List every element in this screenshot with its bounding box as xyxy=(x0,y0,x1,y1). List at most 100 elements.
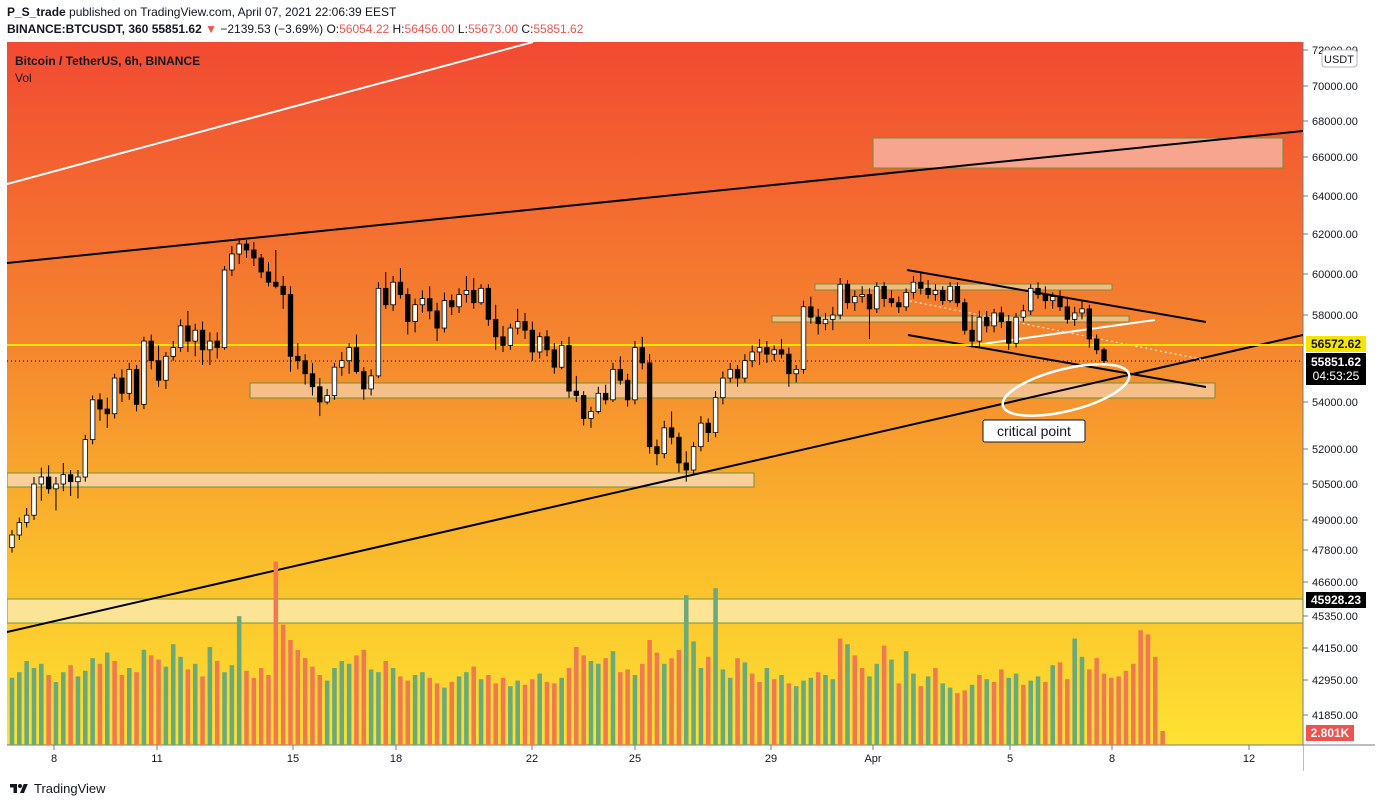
volume-bar xyxy=(566,668,572,745)
candle-body xyxy=(844,283,851,304)
candle-body xyxy=(265,271,272,283)
volume-bar xyxy=(178,656,183,745)
candle xyxy=(1013,312,1019,348)
candle xyxy=(815,308,821,335)
pane-symbol-title[interactable]: Bitcoin / TetherUS, 6h, BINANCE xyxy=(15,54,201,68)
volume-bar xyxy=(112,661,117,745)
volume-bar xyxy=(134,672,139,745)
volume-bar xyxy=(955,693,960,745)
candle xyxy=(522,312,528,339)
candle-body xyxy=(896,302,902,308)
channel-line-top xyxy=(906,269,1207,323)
candle xyxy=(551,343,558,374)
candle-body xyxy=(734,368,741,379)
candle-body xyxy=(31,483,37,516)
brand-name[interactable]: TradingView xyxy=(34,781,106,796)
volume-bar xyxy=(669,658,674,745)
candle xyxy=(1042,286,1049,309)
volume-bar xyxy=(486,675,491,745)
volume-bar xyxy=(867,676,872,745)
volume-bar xyxy=(1153,656,1158,745)
candle-body xyxy=(537,336,543,353)
volume-bar xyxy=(676,649,682,745)
candle xyxy=(339,351,345,376)
volume-bar xyxy=(17,672,22,745)
candle-body xyxy=(375,287,382,377)
volume-marker: 2.801K xyxy=(1306,725,1354,741)
candle xyxy=(493,304,499,350)
candle-body xyxy=(1057,296,1063,308)
volume-bar xyxy=(1072,638,1077,745)
candle-body xyxy=(45,476,52,490)
candle-body xyxy=(617,368,623,381)
volume-bar xyxy=(779,675,784,745)
volume-bar xyxy=(889,659,894,745)
critical-point-text: critical point xyxy=(997,423,1071,439)
candle-body xyxy=(690,446,697,471)
volume-bar xyxy=(273,561,279,745)
price-axis-label: 60000.00 xyxy=(1312,269,1358,281)
volume-marker-text: 2.801K xyxy=(1311,726,1350,740)
candle-body xyxy=(976,316,983,342)
candle-body xyxy=(742,360,748,379)
candle-body xyxy=(97,399,103,410)
candle xyxy=(97,393,103,421)
candle-body xyxy=(705,422,711,433)
currency-badge[interactable]: USDT xyxy=(1321,49,1358,68)
candle xyxy=(573,375,579,402)
candle xyxy=(214,332,220,359)
volume-bar xyxy=(735,658,740,745)
critical-point-ellipse xyxy=(1001,363,1131,417)
time-axis-label: 29 xyxy=(765,753,777,765)
price-axis-label: 42950.00 xyxy=(1312,675,1358,687)
candle-body xyxy=(874,285,880,310)
candle-body xyxy=(441,300,448,329)
volume-bar xyxy=(984,679,990,745)
support-zone-54k xyxy=(249,382,1216,399)
candle-body xyxy=(89,399,96,441)
candle xyxy=(962,298,968,335)
candle-body xyxy=(405,294,411,322)
candle-body xyxy=(602,392,609,401)
candle xyxy=(434,302,440,342)
volume-bar xyxy=(1145,634,1151,745)
candle-body xyxy=(756,347,763,353)
author-name[interactable]: P_S_trade xyxy=(7,5,66,19)
candle-body xyxy=(133,368,140,405)
candle xyxy=(515,308,521,335)
volume-bar xyxy=(324,680,330,745)
time-axis-label: 18 xyxy=(390,753,402,765)
candle xyxy=(53,477,59,511)
candle-body xyxy=(712,397,719,433)
candle xyxy=(734,365,741,387)
volume-bar xyxy=(815,672,821,745)
black-trendline-lower xyxy=(7,334,1303,633)
candle xyxy=(119,369,125,402)
volume-bar xyxy=(603,658,608,745)
volume-bar xyxy=(537,673,542,745)
volume-bar xyxy=(456,676,462,745)
candle xyxy=(361,367,367,400)
volume-bar xyxy=(376,672,381,745)
volume-bar xyxy=(508,686,513,745)
candle xyxy=(786,347,792,387)
yellow-price-text: 56572.62 xyxy=(1311,337,1361,351)
volume-bar xyxy=(823,675,828,745)
candle xyxy=(397,268,404,299)
candle xyxy=(852,290,858,311)
demand-zone-46k xyxy=(7,598,1303,624)
candle-body xyxy=(493,318,499,338)
volume-label[interactable]: Vol xyxy=(15,71,32,85)
volume-bar xyxy=(53,682,59,745)
volume-bar xyxy=(383,661,389,745)
candle-body xyxy=(155,360,162,381)
candle-body xyxy=(251,249,257,259)
candle xyxy=(60,463,66,492)
time-axis-label: 22 xyxy=(526,753,538,765)
candle xyxy=(998,306,1005,329)
price-axis xyxy=(1303,42,1375,745)
volume-bar xyxy=(192,663,198,745)
volume-bar xyxy=(1021,684,1026,745)
candle-body xyxy=(221,269,228,349)
